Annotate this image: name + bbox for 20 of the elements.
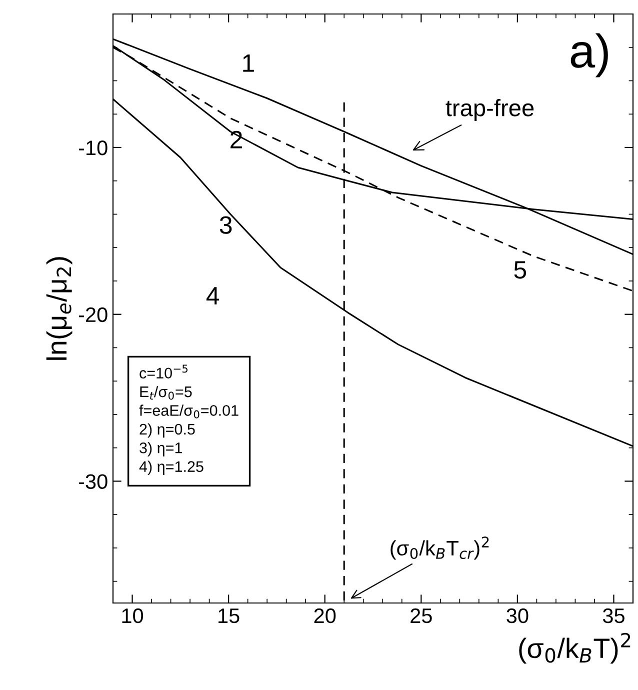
annotation: (σ$_{0}$/k$_{B}$T$_{cr}$)$^{2}$: [390, 536, 489, 560]
annotation: 3: [220, 216, 232, 234]
x-tick-label: 30: [506, 608, 528, 624]
annotation: 5: [514, 261, 526, 279]
x-tick-label: 20: [314, 608, 336, 624]
x-axis-title: (σ$_{0}$/k$_{B}$T)$^{2}$: [519, 632, 630, 664]
x-tick-label: 15: [218, 608, 240, 624]
annotation: 1: [243, 54, 254, 72]
x-tick-label: 35: [602, 608, 624, 624]
annotation: 4: [206, 287, 220, 304]
text: c=10$^{−5}$ E$_{t}$/σ$_{0}$=5 f=eaE/σ$_{0}$=0.01 2) η=0.5 3) η=1 4) η=1.25: [139, 364, 238, 475]
y-axis-title: ln(μ$_{e}$/μ$_{2}$): [46, 257, 72, 360]
annotation: a): [570, 33, 608, 78]
annotation: 2: [230, 130, 242, 148]
y-tick-label: -20: [78, 307, 108, 322]
x-tick-label: 25: [410, 608, 432, 624]
x-tick-label: 10: [122, 608, 144, 624]
y-tick-label: -30: [78, 474, 108, 489]
y-tick-label: -10: [78, 140, 108, 156]
annotation: trap-free: [446, 99, 534, 122]
